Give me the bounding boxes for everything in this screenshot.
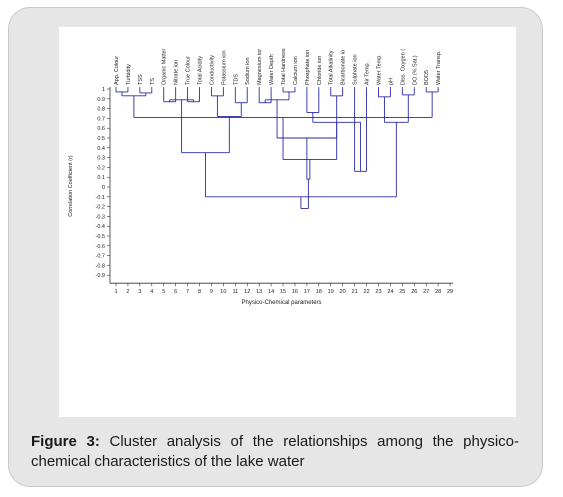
y-tick-label: -0.9 [96,273,105,279]
x-tick-label: 20 [340,289,346,295]
leaf-label: Water Transp. [436,50,442,85]
leaf-label: Total Acidity [198,56,204,85]
y-tick-label: -0.6 [96,244,105,250]
leaf-label: Potassium ion [221,50,227,85]
leaf-label: True Colour [186,56,192,85]
y-tick-label: -0.7 [96,254,105,260]
y-tick-label: 0.8 [97,107,105,113]
leaf-label: Magnesium ior [257,49,263,85]
leaf-label: TS [150,78,156,85]
y-tick-label: -0.2 [96,205,105,211]
y-tick-label: -0.3 [96,214,105,220]
y-tick-label: 0.1 [97,175,105,181]
leaf-label: BOD5 [424,70,430,85]
leaf-label: Nitrate ion [174,60,180,85]
x-tick-label: 11 [232,289,238,295]
figure-caption: Figure 3: Cluster analysis of the relati… [31,432,519,472]
x-tick-label: 3 [138,289,141,295]
y-axis-title: Correlation Coefficient (r) [68,155,74,217]
leaf-label: Diss. Oxygen ( [400,49,406,85]
x-tick-label: 26 [411,289,417,295]
x-tick-label: 12 [244,289,250,295]
x-tick-label: 18 [316,289,322,295]
leaf-label: Water Temp. [376,54,382,85]
leaf-label: Sulphate ion [353,54,359,85]
leaf-label: Conductivity [209,55,215,85]
x-tick-label: 22 [363,289,369,295]
leaf-label: Bicarbonate io [341,50,347,85]
x-tick-label: 27 [423,289,429,295]
y-tick-label: 0.2 [97,165,105,171]
x-tick-label: 21 [352,289,358,295]
y-tick-label: 0.4 [97,146,105,152]
x-tick-label: 5 [162,289,165,295]
x-tick-label: 24 [387,289,393,295]
y-tick-label: 0.3 [97,156,105,162]
y-tick-label: 0.7 [97,116,105,122]
x-tick-label: 17 [304,289,310,295]
leaf-label: Total Alkalinity [329,50,335,85]
y-tick-label: 0.6 [97,126,105,132]
leaf-label: Phosphate ion [305,50,311,85]
leaf-label: Sodium ion [245,57,251,85]
figure-caption-text: Cluster analysis of the relationships am… [31,433,520,470]
y-tick-label: -0.8 [96,263,105,269]
leaf-label: Turbidity [126,64,132,85]
x-tick-label: 8 [198,289,201,295]
figure-label: Figure 3: [31,433,100,450]
x-tick-label: 10 [220,289,226,295]
leaf-label: Total Hardness [281,48,287,85]
leaf-label: pH [388,78,394,85]
x-tick-label: 13 [256,289,262,295]
leaf-label: Air Temp. [365,61,371,85]
x-tick-label: 9 [210,289,213,295]
x-tick-label: 4 [150,289,153,295]
x-tick-label: 16 [292,289,298,295]
leaf-label: DO (% Sat.) [412,55,418,85]
x-tick-label: 23 [375,289,381,295]
x-tick-label: 7 [186,289,189,295]
y-tick-label: -0.5 [96,234,105,240]
x-tick-label: 1 [114,289,117,295]
y-tick-label: -0.4 [96,224,105,230]
x-axis-title: Physico-Chemical parameters [242,300,322,306]
figure-panel: 1 0.9 0.8 0.7 0.6 0.5 0.4 0.3 0.2 0.1 0 -0.1 -0.2 -0.… [59,27,516,417]
leaf-label: Water Depth [269,54,275,85]
x-tick-label: 29 [447,289,453,295]
leaf-label: App. Colour [114,56,120,85]
leaf-label: TDS [233,74,239,85]
x-tick-label: 2 [126,289,129,295]
x-tick-label: 25 [399,289,405,295]
leaf-label: TSS [138,74,144,85]
y-tick-label: 0.5 [97,136,105,142]
x-tick-label: 14 [268,289,274,295]
leaf-label: Organic Matter [162,48,168,85]
x-tick-label: 6 [174,289,177,295]
leaf-label: Calcium ion [293,56,299,85]
x-tick-label: 15 [280,289,286,295]
y-tick-label: 0 [102,185,105,191]
x-tick-label: 19 [328,289,334,295]
y-tick-label: -0.1 [96,195,105,201]
dendrogram-chart: 1 0.9 0.8 0.7 0.6 0.5 0.4 0.3 0.2 0.1 0 -0.1 -0.2 -0.… [68,48,453,306]
x-tick-label: 28 [435,289,441,295]
y-tick-label: 0.9 [97,97,105,103]
leaf-label: Chloride ion [317,56,323,85]
y-tick-label: 1 [102,87,105,93]
